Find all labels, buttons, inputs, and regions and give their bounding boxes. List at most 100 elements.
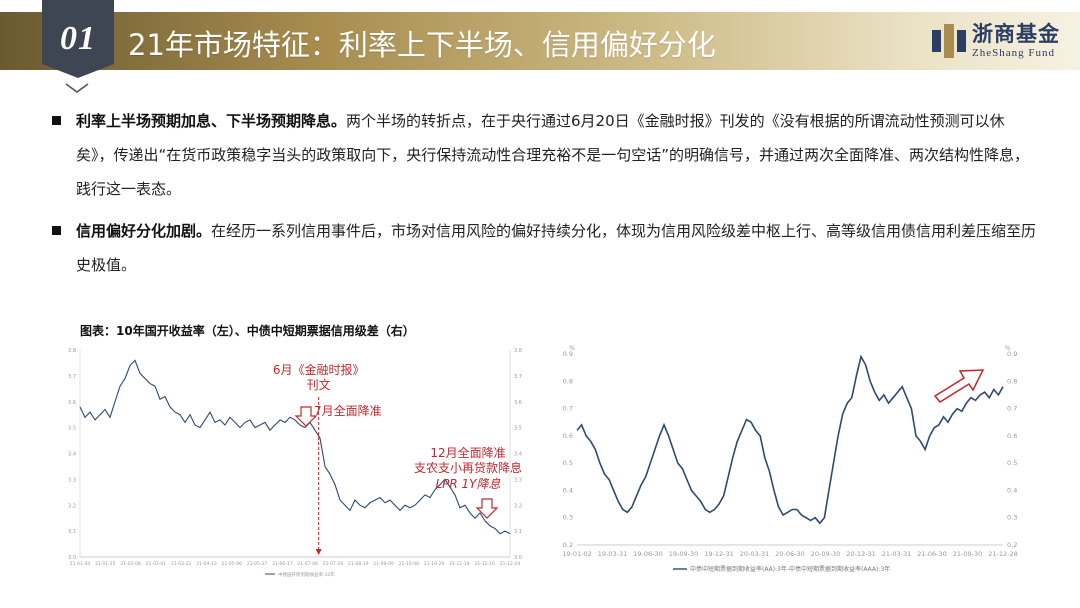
bullet-item: 信用偏好分化加剧。在经历一系列信用事件后，市场对信用风险的偏好持续分化，体现为信… xyxy=(50,214,1040,282)
x-tick-label: 21-02-08 xyxy=(120,561,141,567)
down-arrow-icon xyxy=(294,406,318,427)
y-tick-label-right: 0.3 xyxy=(1007,514,1017,522)
x-tick-label: 21-10-08 xyxy=(399,561,420,567)
x-tick-label: 21-11-19 xyxy=(449,561,470,567)
x-tick-label: 21-01-04 xyxy=(70,561,91,567)
annotation-label: LPR 1Y降息 xyxy=(435,477,500,491)
june-marker-arrow-icon xyxy=(315,549,322,555)
y-tick-label-left: 3.2 xyxy=(68,503,76,509)
logo-name: 浙商基金 xyxy=(972,21,1060,46)
annotation-label: 7月全面降准 xyxy=(314,403,382,418)
chart-right: % %0.9 0.90.8 0.80.7 0.70.6 0.60.5 0.50.4 0.40.… xyxy=(562,345,1018,573)
y-tick-label-left: 0.5 xyxy=(563,459,573,467)
y-tick-label-left: 3.7 xyxy=(68,374,76,380)
header-bar xyxy=(0,12,1080,70)
y-tick-label-left: 3.6 xyxy=(68,400,76,406)
bullet-heading: 利率上半场预期加息、下半场预期降息。 xyxy=(76,112,347,130)
y-tick-label-right: 3.3 xyxy=(514,477,522,483)
chart-left: 3.8 3.7 3.6 3.5 3.4 3.3 3.2 3.1 3.0 3.8 3.7 3.6 3.5 3… xyxy=(68,348,522,578)
x-tick-label: 21-07-29 xyxy=(323,561,344,567)
y-tick-label-right: 3.8 xyxy=(514,348,522,354)
page-title: 21年市场特征：利率上下半场、信用偏好分化 xyxy=(128,28,716,62)
bullet-list: 利率上半场预期加息、下半场预期降息。两个半场的转折点，在于央行通过6月20日《金… xyxy=(50,104,1040,290)
section-number-tab: 01 xyxy=(42,0,114,78)
y-tick-label-right: 3.6 xyxy=(514,400,522,406)
x-tick-label: 21-09-09 xyxy=(373,561,394,567)
bullet-square-icon xyxy=(52,226,61,235)
legend-label: 中债国开债到期收益率:10年 xyxy=(278,571,335,578)
series-line xyxy=(576,354,1004,525)
y-tick-label-left: 3.5 xyxy=(68,426,76,432)
y-tick-label-left: 0.2 xyxy=(563,541,573,549)
logo-mark-icon xyxy=(932,24,966,58)
x-tick-label: 21-06-30 xyxy=(917,550,947,558)
chart-caption: 图表：10年国开收益率（左）、中债中短期票据信用级差（右） xyxy=(80,324,415,338)
x-tick-label: 21-08-19 xyxy=(348,561,369,567)
x-tick-label: 19-01-02 xyxy=(562,550,592,558)
x-tick-label: 20-12-31 xyxy=(846,550,876,558)
x-tick-label: 21-03-31 xyxy=(882,550,912,558)
x-tick-label: 21-04-13 xyxy=(196,561,217,567)
y-tick-label-left: 0.3 xyxy=(563,514,573,522)
x-tick-label: 19-09-30 xyxy=(669,550,699,558)
x-tick-label: 21-12-24 xyxy=(500,561,521,567)
y-unit-label-right: % xyxy=(1005,345,1011,352)
y-tick-label-right: 0.5 xyxy=(1007,459,1017,467)
y-tick-label-right: 0.4 xyxy=(1007,486,1017,494)
y-tick-label-right: 0.8 xyxy=(1007,377,1017,385)
x-tick-label: 21-03-22 xyxy=(171,561,192,567)
x-tick-label: 21-05-27 xyxy=(247,561,268,567)
y-tick-label-right: 3.2 xyxy=(514,503,522,509)
bullet-text: 在经历一系列信用事件后，市场对信用风险的偏好持续分化，体现为信用风险级差中枢上行… xyxy=(76,222,1037,274)
annotation-label: 12月全面降准 xyxy=(430,445,505,460)
y-tick-label-right: 3.0 xyxy=(514,555,522,561)
x-tick-label: 19-12-31 xyxy=(704,550,734,558)
x-tick-label: 21-09-30 xyxy=(953,550,983,558)
annotation-label: 6月《金融时报》 xyxy=(273,362,365,377)
y-tick-label-right: 0.7 xyxy=(1007,405,1017,413)
y-unit-label-left: % xyxy=(569,345,575,352)
chevron-down-icon xyxy=(65,83,89,93)
section-number: 01 xyxy=(60,20,96,57)
y-tick-label-left: 3.8 xyxy=(68,348,76,354)
x-tick-label: 20-03-31 xyxy=(740,550,770,558)
y-tick-label-left: 0.6 xyxy=(563,432,573,440)
y-tick-label-right: 3.4 xyxy=(514,452,522,458)
series-line xyxy=(79,359,511,535)
y-tick-label-left: 3.3 xyxy=(68,477,76,483)
y-tick-label-right: 0.2 xyxy=(1007,541,1017,549)
y-tick-label-left: 0.4 xyxy=(563,486,573,494)
y-tick-label-left: 3.1 xyxy=(68,529,76,535)
x-tick-label: 21-12-10 xyxy=(474,561,495,567)
bullet-text: 两个半场的转折点，在于央行通过6月20日《金融时报》刊发的《没有根据的所谓流动性… xyxy=(76,112,1030,198)
x-tick-label: 21-01-25 xyxy=(95,561,116,567)
bullet-square-icon xyxy=(52,116,61,125)
y-tick-label-left: 0.8 xyxy=(563,377,573,385)
y-tick-label-right: 0.9 xyxy=(1007,350,1017,358)
y-tick-label-left: 0.9 xyxy=(563,350,573,358)
y-tick-label-left: 0.7 xyxy=(563,405,573,413)
bullet-item: 利率上半场预期加息、下半场预期降息。两个半场的转折点，在于央行通过6月20日《金… xyxy=(50,104,1040,206)
bullet-heading: 信用偏好分化加剧。 xyxy=(76,222,212,240)
down-arrow-icon xyxy=(475,498,499,519)
logo-english-name: ZheShang Fund xyxy=(972,47,1055,59)
x-tick-label: 19-03-31 xyxy=(598,550,628,558)
x-tick-label: 21-10-29 xyxy=(424,561,445,567)
x-tick-label: 20-06-30 xyxy=(775,550,805,558)
company-logo: 浙商基金 ZheShang Fund xyxy=(930,18,1070,66)
legend-label: 中债中短期票据到期收益率(AA):3年-中债中短期票据到期收益率(AAA):3年 xyxy=(690,565,890,573)
x-tick-label: 21-03-01 xyxy=(146,561,167,567)
up-right-arrow-icon xyxy=(933,369,985,403)
y-tick-label-right: 0.6 xyxy=(1007,432,1017,440)
x-tick-label: 21-05-06 xyxy=(222,561,243,567)
x-tick-label: 21-06-17 xyxy=(272,561,293,567)
y-tick-label-right: 3.7 xyxy=(514,374,522,380)
x-tick-label: 21-07-08 xyxy=(297,561,318,567)
x-tick-label: 21-12-28 xyxy=(988,550,1018,558)
annotation-label: 刊文 xyxy=(307,377,331,392)
y-tick-label-left: 3.0 xyxy=(68,555,76,561)
y-tick-label-right: 3.5 xyxy=(514,426,522,432)
x-tick-label: 19-06-30 xyxy=(633,550,663,558)
y-tick-label-right: 3.1 xyxy=(514,529,522,535)
x-tick-label: 20-09-30 xyxy=(811,550,841,558)
